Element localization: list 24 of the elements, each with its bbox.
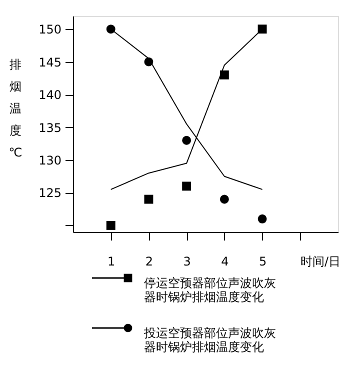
- point: [220, 194, 229, 204]
- point: [220, 70, 229, 80]
- x-tick-label: 4: [221, 254, 229, 268]
- point: [258, 214, 267, 224]
- y-tick-label: 130: [38, 154, 62, 168]
- y-axis-title: 排烟温度℃: [8, 58, 22, 160]
- y-tick-label: 150: [38, 22, 62, 37]
- y-tick-label: 145: [38, 55, 62, 70]
- y-tick-label: 135: [38, 120, 62, 135]
- point: [106, 24, 116, 34]
- legend-label: 停运空预器部位声波吹灰器时锅炉排烟温度变化: [144, 276, 276, 304]
- x-tick-label: 3: [183, 254, 191, 268]
- x-axis-title: 时间/日: [300, 254, 341, 268]
- legend-label: 投运空预器部位声波吹灰器时锅炉排烟温度变化: [143, 326, 276, 354]
- y-tick-label: 140: [38, 88, 62, 102]
- point: [258, 24, 267, 34]
- point: [182, 136, 192, 145]
- point: [144, 194, 154, 204]
- x-tick-label: 5: [258, 254, 267, 268]
- point: [106, 220, 116, 230]
- x-tick-label: 2: [145, 254, 154, 268]
- point: [182, 182, 192, 191]
- y-tick-label: 125: [38, 186, 62, 200]
- x-tick-label: 1: [108, 254, 116, 268]
